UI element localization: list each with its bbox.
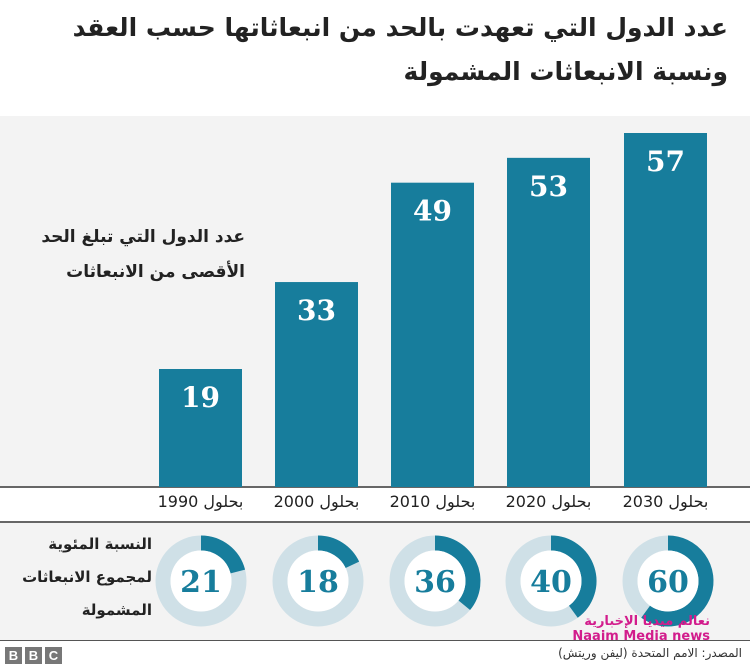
bar bbox=[507, 157, 590, 487]
x-tick-label: بحلول 2000 bbox=[273, 492, 360, 511]
donut-center bbox=[637, 550, 699, 612]
bar bbox=[624, 133, 707, 487]
donut-fill bbox=[641, 535, 714, 627]
donut-fill bbox=[434, 535, 481, 610]
label-line: المشمولة bbox=[81, 601, 152, 619]
bar bbox=[275, 282, 358, 487]
bar-value-label: 57 bbox=[646, 145, 685, 178]
bar-series-label: عدد الدول التي تبلغ الحد الأقصى من الانب… bbox=[5, 220, 245, 290]
bar-value-label: 49 bbox=[413, 195, 452, 228]
label-line: عدد الدول التي تبلغ الحد bbox=[41, 227, 245, 247]
watermark: نعالم ميديا الإخبارية Naaim Media news bbox=[572, 614, 710, 644]
watermark-line: Naaim Media news bbox=[572, 629, 710, 644]
donut-value-label: 40 bbox=[530, 565, 572, 600]
donut-fill bbox=[317, 535, 360, 569]
bar-value-label: 19 bbox=[181, 381, 220, 414]
donut-series-label: النسبة المئوية لمجموع الانبعاثات المشمول… bbox=[2, 528, 152, 627]
bar-value-label: 53 bbox=[529, 170, 568, 203]
label-line: الأقصى من الانبعاثات bbox=[66, 262, 245, 282]
donut-center bbox=[287, 550, 349, 612]
source-note: المصدر: الامم المتحدة (ليفن وريتش) bbox=[558, 646, 742, 660]
donut-center bbox=[520, 550, 582, 612]
label-line: النسبة المئوية bbox=[48, 535, 152, 553]
bar bbox=[391, 182, 474, 487]
label-line: لمجموع الانبعاثات bbox=[22, 568, 152, 586]
bar-value-label: 33 bbox=[297, 294, 336, 327]
donut-fill bbox=[550, 535, 597, 618]
x-tick-label: بحلول 2010 bbox=[389, 492, 476, 511]
watermark-line: نعالم ميديا الإخبارية bbox=[584, 614, 710, 629]
donut-value-label: 60 bbox=[647, 565, 689, 600]
divider bbox=[0, 640, 750, 641]
x-axis-line bbox=[0, 486, 750, 488]
x-tick-label: بحلول 2030 bbox=[622, 492, 709, 511]
chart-title: عدد الدول التي تعهدت بالحد من انبعاثاتها… bbox=[72, 13, 728, 86]
donut-center bbox=[170, 550, 232, 612]
donut-value-label: 21 bbox=[180, 565, 222, 600]
donut-fill bbox=[200, 535, 246, 574]
donut-center bbox=[404, 550, 466, 612]
donut-value-label: 18 bbox=[297, 565, 339, 600]
x-tick-label: بحلول 1990 bbox=[157, 492, 244, 511]
x-tick-label: بحلول 2020 bbox=[505, 492, 592, 511]
donut-value-label: 36 bbox=[414, 565, 456, 600]
bar bbox=[159, 369, 242, 487]
divider bbox=[0, 521, 750, 523]
